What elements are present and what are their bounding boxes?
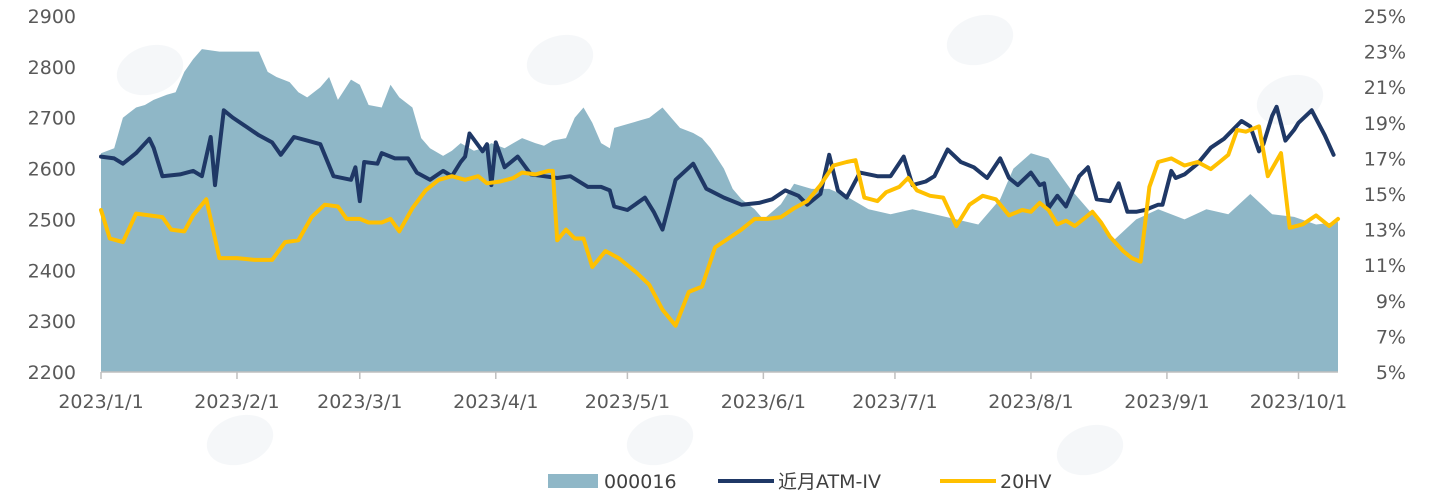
watermark-logo	[116, 44, 184, 96]
watermark-logo	[946, 14, 1014, 66]
y-right-tick-label: 7%	[1376, 326, 1406, 348]
x-tick-label: 2023/7/1	[852, 391, 937, 413]
y-axis-left: 2900 2800 2700 2600 2500 2400 2300 2200	[28, 6, 76, 384]
x-tick-label: 2023/9/1	[1124, 391, 1209, 413]
series-atm-iv-line	[99, 104, 1336, 232]
y-left-tick-label: 2800	[28, 57, 76, 79]
y-right-tick-label: 21%	[1364, 77, 1406, 99]
series-000016-area	[101, 49, 1338, 372]
y-left-tick-label: 2500	[28, 209, 76, 231]
x-tick-label: 2023/2/1	[194, 391, 279, 413]
x-tick-label: 2023/8/1	[988, 391, 1073, 413]
legend-label: 000016	[604, 471, 677, 493]
y-left-tick-label: 2600	[28, 159, 76, 181]
area-000016	[101, 49, 1338, 372]
y-right-tick-label: 23%	[1364, 42, 1406, 64]
y-axis-right: 25% 23% 21% 19% 17% 15% 13% 11% 9% 7% 5%	[1364, 6, 1406, 384]
y-left-tick-label: 2400	[28, 260, 76, 282]
y-right-tick-label: 11%	[1364, 255, 1406, 277]
legend-swatch-000016	[548, 474, 598, 488]
y-left-tick-label: 2300	[28, 311, 76, 333]
x-tick-label: 2023/6/1	[721, 391, 806, 413]
watermark-logo	[526, 34, 594, 86]
watermark-logo	[626, 414, 694, 466]
line-20hv	[99, 124, 1340, 328]
watermark-logo	[206, 414, 274, 466]
legend: 000016 近月ATM-IV 20HV	[548, 471, 1051, 493]
x-tick-label: 2023/3/1	[317, 391, 402, 413]
y-right-tick-label: 15%	[1364, 184, 1406, 206]
y-right-tick-label: 17%	[1364, 148, 1406, 170]
legend-label: 20HV	[1000, 471, 1051, 493]
x-axis	[100, 371, 1338, 379]
x-axis-tick-labels: 2023/1/1 2023/2/1 2023/3/1 2023/4/1 2023/5/1…	[58, 391, 1347, 413]
series-20hv-line	[99, 124, 1340, 328]
y-left-tick-label: 2200	[28, 362, 76, 384]
y-left-tick-label: 2900	[28, 6, 76, 28]
y-right-tick-label: 9%	[1376, 291, 1406, 313]
y-right-tick-label: 25%	[1364, 6, 1406, 28]
x-tick-label: 2023/1/1	[58, 391, 143, 413]
x-tick-label: 2023/10/1	[1250, 391, 1347, 413]
line-atm-iv	[99, 104, 1336, 232]
watermark-logo	[1056, 424, 1124, 476]
legend-label: 近月ATM-IV	[778, 471, 881, 493]
x-tick-label: 2023/4/1	[453, 391, 538, 413]
y-left-tick-label: 2700	[28, 108, 76, 130]
y-right-tick-label: 5%	[1376, 362, 1406, 384]
y-right-tick-label: 19%	[1364, 113, 1406, 135]
x-tick-label: 2023/5/1	[585, 391, 670, 413]
y-right-tick-label: 13%	[1364, 220, 1406, 242]
